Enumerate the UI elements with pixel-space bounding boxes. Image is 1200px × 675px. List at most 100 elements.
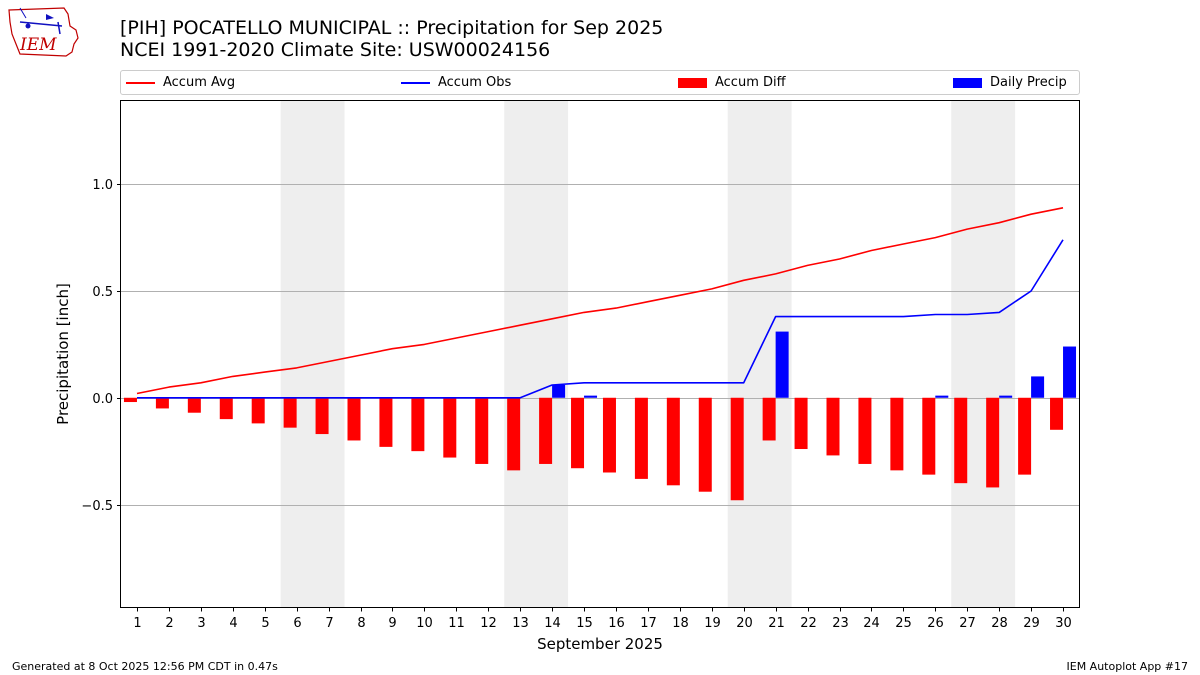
x-tick-label: 4: [229, 616, 237, 631]
x-tick-label: 2: [165, 616, 173, 631]
x-tick-label: 24: [863, 616, 880, 631]
chart-title-line1: [PIH] POCATELLO MUNICIPAL :: Precipitati…: [120, 17, 664, 39]
bar-accum-diff: [219, 397, 233, 420]
x-tick-label: 11: [448, 616, 465, 631]
legend-swatch-accum-avg: [126, 81, 155, 84]
bar-accum-diff: [539, 397, 553, 464]
x-tick-label: 28: [991, 616, 1008, 631]
x-tick-label: 16: [608, 616, 625, 631]
bar-accum-diff: [155, 397, 169, 409]
legend-label-accum-diff: Accum Diff: [715, 75, 786, 90]
bar-accum-diff: [1050, 397, 1064, 430]
bar-accum-diff: [666, 397, 680, 486]
x-tick-label: 29: [1023, 616, 1040, 631]
bar-daily-precip: [552, 384, 566, 398]
y-tick-label: 0.0: [92, 392, 113, 407]
x-tick-label: 6: [293, 616, 301, 631]
x-tick-label: 12: [480, 616, 497, 631]
bar-daily-precip: [1031, 376, 1045, 398]
line-accum-obs: [137, 239, 1064, 399]
footer-app-id: IEM Autoplot App #17: [1066, 660, 1189, 673]
bar-accum-diff: [251, 397, 265, 424]
x-tick-label: 13: [512, 616, 529, 631]
x-tick-label: 18: [672, 616, 689, 631]
bar-accum-diff: [379, 397, 393, 447]
x-tick-label: 27: [959, 616, 976, 631]
footer-generated: Generated at 8 Oct 2025 12:56 PM CDT in …: [12, 660, 278, 673]
x-tick-label: 15: [576, 616, 593, 631]
y-tick-label: 1.0: [92, 178, 113, 193]
bar-accum-diff: [954, 397, 968, 484]
legend-swatch-accum-diff: [678, 77, 707, 88]
x-tick-label: 30: [1055, 616, 1072, 631]
legend-item-accum-diff: Accum Diff: [678, 71, 786, 94]
x-tick-label: 20: [736, 616, 753, 631]
bar-daily-precip: [1063, 346, 1077, 398]
legend-swatch-accum-obs: [401, 81, 430, 84]
x-tick-label: 23: [832, 616, 849, 631]
bar-accum-diff: [187, 397, 201, 413]
bar-accum-diff: [571, 397, 585, 469]
x-tick-label: 25: [895, 616, 912, 631]
x-tick-label: 5: [261, 616, 269, 631]
x-tick-label: 26: [927, 616, 944, 631]
bar-daily-precip: [584, 395, 598, 398]
x-tick-label: 22: [800, 616, 817, 631]
bar-accum-diff: [507, 397, 521, 471]
legend-label-accum-obs: Accum Obs: [438, 75, 512, 90]
line-accum-avg: [136, 207, 1064, 395]
bar-accum-diff: [762, 397, 776, 441]
x-tick-label: 1: [133, 616, 141, 631]
bar-accum-diff: [411, 397, 425, 452]
bar-accum-diff: [826, 397, 840, 456]
bar-accum-diff: [443, 397, 457, 458]
bar-series: [123, 331, 1077, 501]
x-tick-label: 14: [544, 616, 561, 631]
x-tick-label: 9: [388, 616, 396, 631]
weekend-band-4: [951, 101, 1016, 607]
bar-accum-diff: [794, 397, 808, 450]
x-tick-label: 19: [704, 616, 721, 631]
bar-daily-precip: [935, 395, 949, 398]
bar-daily-precip: [999, 395, 1013, 398]
x-axis: 1 2 3 4 5 6 7 8 9 10 11 12 13 14 15 16 17 18 19 20 21 22 23 24 2…: [133, 607, 1072, 631]
legend-label-accum-avg: Accum Avg: [163, 75, 236, 90]
iem-logo: IEM: [8, 7, 79, 57]
y-axis-label: Precipitation [inch]: [54, 283, 72, 425]
bar-accum-diff: [123, 397, 137, 403]
bar-accum-diff: [602, 397, 616, 473]
x-tick-label: 8: [357, 616, 365, 631]
legend-label-daily-precip: Daily Precip: [990, 75, 1067, 90]
weekend-shading: [280, 101, 1016, 607]
bar-accum-diff: [283, 397, 297, 428]
x-tick-label: 21: [768, 616, 785, 631]
x-tick-label: 17: [640, 616, 657, 631]
legend-item-daily-precip: Daily Precip: [953, 71, 1067, 94]
chart-title-line2: NCEI 1991-2020 Climate Site: USW00024156: [120, 39, 551, 61]
y-axis: 1.0 0.5 0.0 −0.5: [81, 178, 121, 514]
logo-text: IEM: [19, 35, 57, 55]
legend-item-accum-avg: Accum Avg: [126, 71, 235, 94]
bar-accum-diff: [475, 397, 489, 464]
bar-accum-diff: [315, 397, 329, 435]
x-tick-label: 3: [197, 616, 205, 631]
bar-accum-diff: [730, 397, 744, 501]
x-axis-label: September 2025: [537, 635, 663, 653]
bar-accum-diff: [698, 397, 712, 492]
chart-title: [PIH] POCATELLO MUNICIPAL :: Precipitati…: [120, 17, 663, 61]
weekend-band-2: [504, 101, 569, 607]
bar-accum-diff: [347, 397, 361, 441]
bar-accum-diff: [1018, 397, 1032, 475]
legend: Accum Avg Accum Obs Accum Diff Daily Pre…: [120, 70, 1080, 95]
plot-frame: [120, 100, 1080, 608]
bar-accum-diff: [986, 397, 1000, 488]
legend-swatch-daily-precip: [953, 77, 982, 88]
y-tick-label: 0.5: [92, 285, 113, 300]
legend-item-accum-obs: Accum Obs: [401, 71, 511, 94]
bar-daily-precip: [775, 331, 789, 398]
y-tick-label: −0.5: [81, 499, 113, 514]
line-series: [136, 207, 1064, 399]
bar-accum-diff: [890, 397, 904, 471]
x-tick-label: 7: [325, 616, 333, 631]
